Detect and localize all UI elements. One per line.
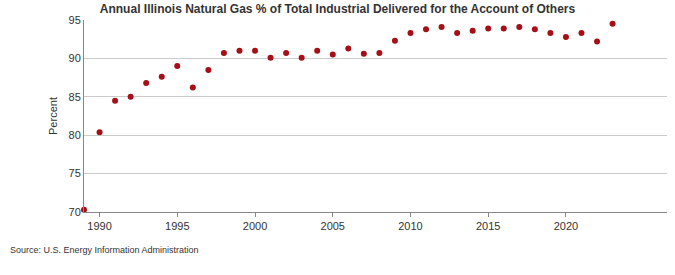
svg-text:95: 95 (69, 14, 81, 26)
svg-text:1990: 1990 (87, 220, 111, 232)
svg-text:Source: U.S. Energy Informatio: Source: U.S. Energy Information Administ… (10, 245, 199, 255)
svg-text:2020: 2020 (554, 220, 578, 232)
svg-text:1995: 1995 (165, 220, 189, 232)
svg-text:2000: 2000 (243, 220, 267, 232)
svg-text:70: 70 (69, 206, 81, 218)
svg-text:Percent: Percent (47, 97, 59, 135)
svg-text:2010: 2010 (398, 220, 422, 232)
svg-text:75: 75 (69, 167, 81, 179)
svg-text:Annual Illinois Natural Gas %: Annual Illinois Natural Gas % of Total I… (100, 2, 576, 16)
svg-text:80: 80 (69, 129, 81, 141)
svg-text:2005: 2005 (321, 220, 345, 232)
svg-text:90: 90 (69, 52, 81, 64)
svg-text:2015: 2015 (476, 220, 500, 232)
svg-text:85: 85 (69, 91, 81, 103)
